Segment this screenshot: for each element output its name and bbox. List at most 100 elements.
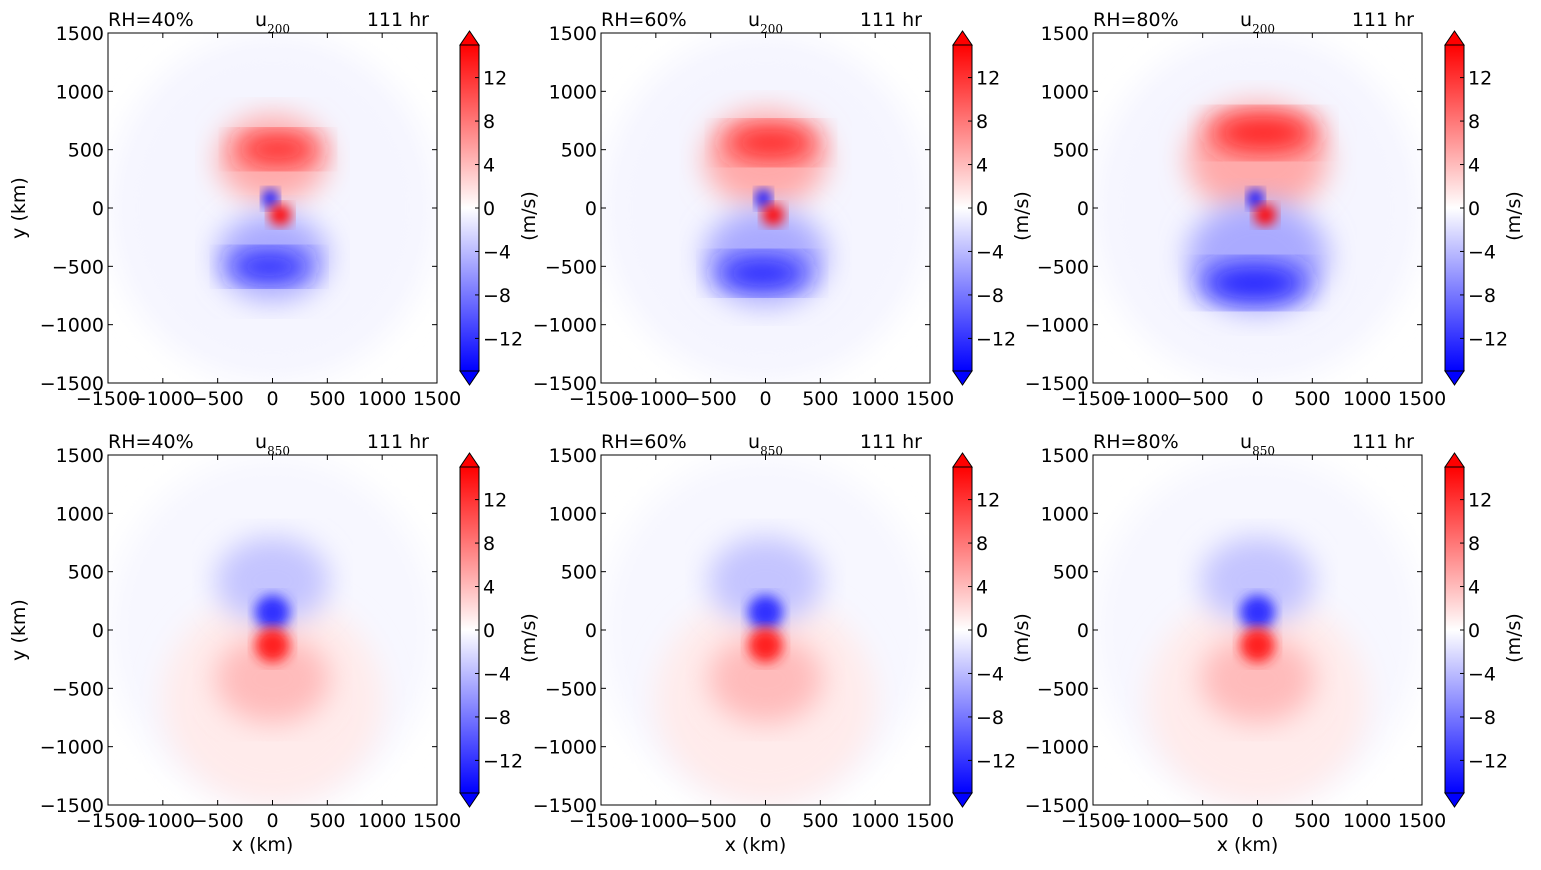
colorbar-tick-label: −4 xyxy=(483,663,511,685)
x-tick-label: 500 xyxy=(309,810,345,832)
x-tick-label: 1500 xyxy=(906,388,954,410)
colorbar-extend-max xyxy=(952,30,973,46)
colorbar: 12 8 4 0 −4 −8 −12 (m/s) xyxy=(1444,30,1525,386)
field-blob xyxy=(747,627,784,663)
panel-60-200: −1500 1500 −1000 1000 −500 500 0 0 500 −500 1000 −1… xyxy=(533,9,1033,410)
x-tick-label: −1500 xyxy=(1061,810,1125,832)
y-tick-label: −1000 xyxy=(1025,737,1089,759)
y-tick-label: 1000 xyxy=(56,503,104,525)
colorbar-tick-label: −8 xyxy=(483,707,511,729)
colorbar-tick-label: 0 xyxy=(1468,198,1480,220)
y-tick-label: 1000 xyxy=(1041,503,1089,525)
panel-rh-label: RH=60% xyxy=(601,9,687,31)
field-blob xyxy=(235,133,321,165)
y-tick-label: 1500 xyxy=(549,445,597,467)
colorbar-tick-label: −4 xyxy=(976,663,1004,685)
y-tick-label: 0 xyxy=(1077,198,1089,220)
x-tick-label: 1500 xyxy=(1398,388,1446,410)
panel-40-850: −1500 1500 −1000 1000 −500 500 0 0 500 −500 1000 −1… xyxy=(8,431,540,856)
field-blob xyxy=(747,595,784,630)
y-tick-label: 500 xyxy=(561,140,597,162)
x-tick-label: −500 xyxy=(1177,810,1229,832)
x-tick-label: −1000 xyxy=(1116,810,1180,832)
colorbar-tick-label: −4 xyxy=(976,241,1004,263)
y-tick-label: 0 xyxy=(585,620,597,642)
colorbar-extend-min xyxy=(952,370,973,386)
field-blob xyxy=(1239,595,1276,630)
field xyxy=(601,33,930,383)
x-tick-label: 500 xyxy=(802,810,838,832)
colorbar-label: (m/s) xyxy=(518,191,540,241)
colorbar-tick-label: −12 xyxy=(976,750,1016,772)
colorbar: 12 8 4 0 −4 −8 −12 (m/s) xyxy=(952,30,1033,386)
field-blob xyxy=(1208,112,1318,153)
y-tick-label: 1500 xyxy=(1041,23,1089,45)
panel-rh-label: RH=80% xyxy=(1093,431,1179,453)
y-tick-label: −1500 xyxy=(533,373,597,395)
colorbar: 12 8 4 0 −4 −8 −12 (m/s) xyxy=(459,452,540,808)
colorbar-tick-label: 0 xyxy=(976,620,988,642)
y-tick-label: 0 xyxy=(92,198,104,220)
panel-time-label: 111 hr xyxy=(860,431,922,453)
colorbar-tick-label: 0 xyxy=(1468,620,1480,642)
y-tick-label: 500 xyxy=(68,140,104,162)
x-tick-label: −1500 xyxy=(569,388,633,410)
x-tick-label: −1000 xyxy=(1116,388,1180,410)
field-blob xyxy=(708,634,823,724)
field-blob xyxy=(715,255,810,291)
colorbar-tick-label: −8 xyxy=(483,285,511,307)
panel-variable-label: u200 xyxy=(255,9,290,36)
colorbar-tick-label: 8 xyxy=(976,533,988,555)
colorbar-tick-label: 0 xyxy=(483,198,495,220)
y-tick-label: −500 xyxy=(1037,678,1089,700)
y-tick-label: 500 xyxy=(561,562,597,584)
colorbar-extend-max xyxy=(952,452,973,468)
x-tick-label: −1500 xyxy=(1061,388,1125,410)
colorbar-tick-label: 8 xyxy=(1468,111,1480,133)
colorbar-tick-label: 4 xyxy=(976,155,988,177)
panel-level-subscript: 200 xyxy=(267,22,290,36)
colorbar-tick-label: −4 xyxy=(1468,663,1496,685)
panel-rh-label: RH=60% xyxy=(601,431,687,453)
field xyxy=(108,455,437,805)
x-tick-label: −1500 xyxy=(569,810,633,832)
colorbar-tick-label: 12 xyxy=(483,490,507,512)
x-tick-label: −500 xyxy=(685,810,737,832)
field-blob xyxy=(708,536,823,626)
panel-variable-label: u850 xyxy=(1240,431,1275,458)
colorbar-tick-label: 4 xyxy=(1468,155,1480,177)
colorbar-tick-label: 8 xyxy=(483,533,495,555)
panel-time-label: 111 hr xyxy=(367,431,429,453)
x-axis-label: x (km) xyxy=(1217,834,1279,856)
x-tick-label: 1500 xyxy=(413,810,461,832)
panel-time-label: 111 hr xyxy=(1352,431,1414,453)
y-tick-label: 0 xyxy=(1077,620,1089,642)
y-tick-label: 0 xyxy=(92,620,104,642)
colorbar-tick-label: −12 xyxy=(483,750,523,772)
x-tick-label: −1000 xyxy=(131,388,195,410)
colorbar-tick-label: 12 xyxy=(483,68,507,90)
colorbar-label: (m/s) xyxy=(1503,613,1525,663)
x-tick-label: 1000 xyxy=(1343,810,1391,832)
panel-80-200: −1500 1500 −1000 1000 −500 500 0 0 500 −500 1000 −1… xyxy=(1025,9,1525,410)
colorbar-tick-label: −8 xyxy=(976,707,1004,729)
y-tick-label: 1500 xyxy=(56,445,104,467)
colorbar-extend-min xyxy=(952,792,973,808)
colorbar: 12 8 4 0 −4 −8 −12 (m/s) xyxy=(1444,452,1525,808)
field xyxy=(601,455,930,805)
y-tick-label: −1500 xyxy=(1025,795,1089,817)
colorbar-tick-label: 4 xyxy=(483,155,495,177)
field xyxy=(108,33,437,383)
panel-80-850: −1500 1500 −1000 1000 −500 500 0 0 500 −500 1000 −1… xyxy=(1025,431,1525,856)
panel-level-subscript: 850 xyxy=(1252,444,1275,458)
y-tick-label: −500 xyxy=(545,256,597,278)
y-tick-label: −1000 xyxy=(533,737,597,759)
field-blob xyxy=(1199,263,1309,304)
x-tick-label: −500 xyxy=(685,388,737,410)
y-tick-label: 500 xyxy=(68,562,104,584)
x-tick-label: 1000 xyxy=(851,810,899,832)
y-tick-label: −500 xyxy=(52,678,104,700)
colorbar-label: (m/s) xyxy=(518,613,540,663)
colorbar-extend-min xyxy=(459,792,480,808)
